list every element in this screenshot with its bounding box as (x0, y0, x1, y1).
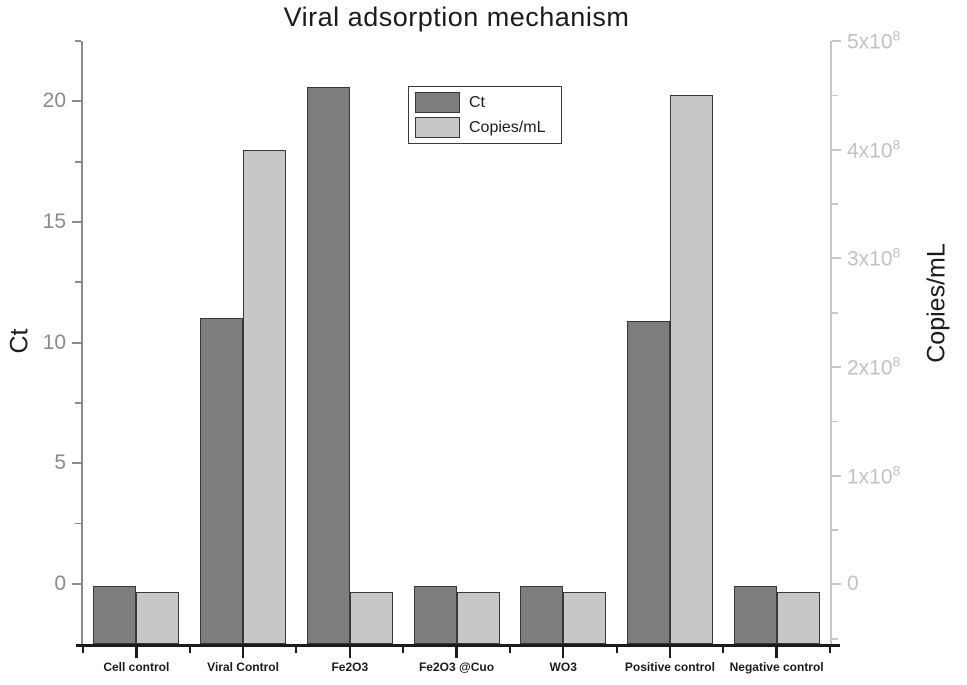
x-category-label-1: Viral Control (207, 660, 279, 674)
ct-bar-2 (306, 86, 350, 644)
x-minor-tick (508, 647, 511, 653)
left-tick-label: 15 (42, 209, 66, 233)
x-category-label-2: Fe2O3 (331, 660, 369, 674)
ct-bar-6 (733, 586, 777, 644)
right-major-tick (832, 474, 841, 477)
left-tick-label: 10 (42, 330, 66, 354)
x-major-tick (135, 647, 138, 658)
x-minor-tick (402, 647, 405, 653)
x-minor-tick (722, 647, 725, 653)
ct-bar-3 (413, 586, 457, 644)
right-major-tick (832, 583, 841, 586)
legend-label: Copies/mL (469, 118, 546, 136)
right-tick-label: 3x108 (847, 244, 901, 271)
left-major-tick (71, 341, 81, 344)
left-major-tick (71, 582, 81, 585)
left-major-tick (71, 100, 81, 103)
right-major-tick (832, 148, 841, 151)
ct-bar-4 (520, 586, 564, 644)
right-tick-label: 0 (847, 572, 859, 596)
chart-title: Viral adsorption mechanism (283, 2, 630, 32)
copies-bar-1 (243, 149, 287, 644)
x-major-tick (775, 647, 778, 658)
x-minor-tick (82, 647, 84, 653)
ct-bar-5 (626, 320, 670, 644)
left-major-tick (71, 220, 81, 223)
x-major-tick (348, 647, 352, 658)
x-minor-tick (295, 647, 298, 653)
copies-bar-3 (456, 591, 500, 644)
left-axis-line (80, 41, 83, 644)
legend-row-1: Copies/mL (415, 115, 555, 140)
legend-row-0: Ct (415, 90, 555, 115)
right-major-tick (832, 257, 841, 260)
copies-bar-5 (669, 95, 713, 644)
ct-bar-1 (200, 318, 244, 644)
right-minor-tick (832, 94, 838, 97)
left-major-tick (71, 462, 81, 465)
x-major-tick (455, 647, 458, 658)
legend-swatch-copies (415, 117, 460, 138)
right-tick-label: 4x108 (847, 136, 901, 163)
x-major-tick (241, 647, 245, 658)
x-minor-tick (615, 647, 618, 653)
left-tick-label: 5 (54, 451, 66, 475)
x-minor-tick (188, 647, 191, 653)
copies-bar-2 (349, 591, 393, 644)
right-major-tick (832, 365, 841, 368)
right-minor-tick (832, 529, 838, 531)
x-category-label-4: WO3 (549, 660, 577, 674)
right-axis-title: Copies/mL (922, 243, 951, 363)
left-minor-tick (75, 402, 81, 404)
left-tick-label: 0 (54, 571, 66, 595)
left-tick-label: 20 (42, 89, 66, 113)
right-tick-label: 1x108 (847, 462, 901, 489)
legend-label: Ct (469, 93, 485, 111)
right-tick-label: 2x108 (847, 353, 901, 380)
x-category-label-0: Cell control (103, 660, 170, 674)
ct-bar-0 (93, 586, 137, 644)
x-major-tick (561, 647, 565, 658)
copies-bar-4 (563, 591, 607, 644)
right-major-tick (832, 40, 841, 42)
legend-swatch-ct (415, 92, 460, 113)
right-axis-line (830, 41, 832, 644)
left-minor-tick (75, 522, 81, 525)
left-minor-tick (75, 281, 81, 284)
x-major-tick (668, 647, 672, 658)
right-minor-tick (832, 637, 838, 640)
copies-bar-0 (136, 591, 180, 644)
x-category-label-6: Negative control (729, 660, 824, 674)
copies-bar-6 (776, 591, 820, 644)
legend: Ct Copies/mL (408, 86, 562, 144)
right-minor-tick (832, 203, 838, 205)
left-minor-tick (75, 40, 81, 42)
x-category-label-3: Fe2O3 @Cuo (418, 660, 495, 674)
x-category-label-5: Positive control (624, 660, 715, 674)
right-tick-label: 5x108 (847, 27, 901, 54)
bottom-axis-line (76, 644, 840, 647)
right-minor-tick (832, 420, 838, 423)
x-minor-tick (829, 647, 831, 653)
left-minor-tick (75, 160, 81, 163)
right-minor-tick (832, 311, 838, 314)
